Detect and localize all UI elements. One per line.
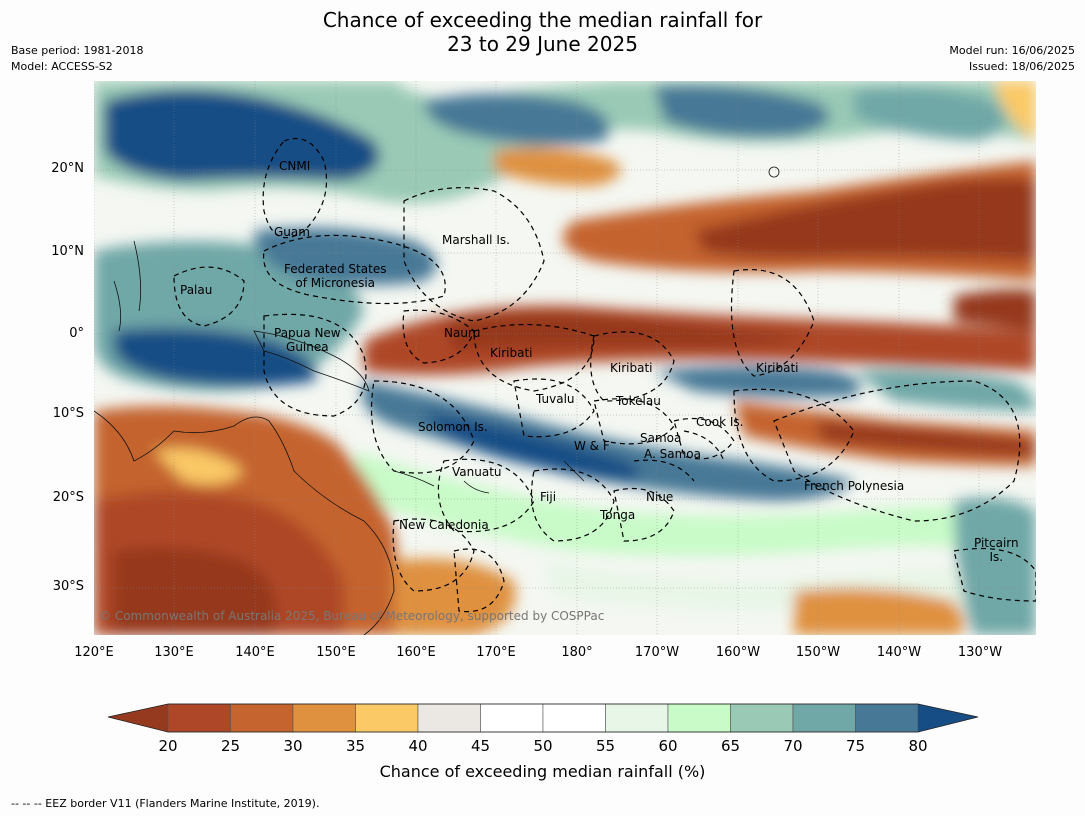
- colorbar-tick-label: 55: [595, 737, 616, 755]
- lat-tick-label: 20°N: [51, 161, 84, 176]
- map-title-line2: 23 to 29 June 2025: [447, 32, 638, 56]
- lat-tick-label: 0°: [69, 326, 84, 341]
- colorbar-tick-label: 50: [533, 737, 553, 755]
- colorbar-segment: [167, 703, 231, 733]
- region-label: Papua New Guinea: [274, 326, 341, 354]
- region-label: Kiribati: [756, 361, 799, 375]
- lon-tick-label: 150°W: [795, 645, 841, 660]
- region-label: Fiji: [540, 490, 557, 504]
- colorbar-segment: [855, 703, 919, 733]
- colorbar-tick-label: 35: [345, 737, 366, 755]
- region-label: Cook Is.: [696, 415, 744, 429]
- region-label: W & F: [574, 439, 610, 453]
- colorbar-tick-label: 65: [720, 737, 741, 755]
- colorbar-under-arrow: [108, 704, 168, 732]
- region-label: A. Samoa: [644, 447, 701, 461]
- colorbar: [107, 703, 979, 733]
- region-label: French Polynesia: [804, 479, 905, 493]
- eez-borders: [173, 137, 1036, 613]
- lat-tick-label: 10°S: [52, 406, 84, 421]
- colorbar-label: Chance of exceeding median rainfall (%): [379, 762, 706, 781]
- lon-tick-label: 160°E: [396, 645, 436, 660]
- colorbar-segment: [730, 703, 794, 733]
- colorbar-tick-label: 30: [283, 737, 303, 755]
- lon-tick-label: 130°E: [154, 645, 194, 660]
- region-label: Marshall Is.: [442, 233, 510, 247]
- model-name: Model: ACCESS-S2: [11, 60, 113, 73]
- region-label: CNMI: [279, 159, 311, 173]
- region-label: New Caledonia: [399, 518, 489, 532]
- region-label: Solomon Is.: [418, 420, 488, 434]
- colorbar-tick-label: 20: [158, 737, 178, 755]
- region-label: Pitcairn Is.: [974, 536, 1019, 564]
- colorbar-segment: [355, 703, 419, 733]
- lat-tick-label: 20°S: [52, 490, 84, 505]
- graticule: [94, 81, 1036, 635]
- colorbar-tick-label: 45: [470, 737, 491, 755]
- colorbar-tick-label: 75: [845, 737, 866, 755]
- model-run: Model run: 16/06/2025: [949, 44, 1075, 57]
- lat-tick-label: 10°N: [51, 244, 84, 259]
- issued-date: Issued: 18/06/2025: [968, 60, 1075, 73]
- lon-tick-label: 160°W: [715, 645, 761, 660]
- lon-tick-label: 130°W: [957, 645, 1003, 660]
- eez-footnote: -- -- -- EEZ border V11 (Flanders Marine…: [11, 797, 320, 810]
- lon-tick-label: 170°W: [634, 645, 680, 660]
- colorbar-segment: [792, 703, 856, 733]
- region-label: Guam: [274, 225, 310, 239]
- region-label: Federated States of Micronesia: [284, 262, 387, 290]
- colorbar-outline: [107, 703, 979, 733]
- region-label: Samoa: [640, 431, 682, 445]
- map-title-line1: Chance of exceeding the median rainfall …: [322, 8, 763, 32]
- lon-tick-label: 140°E: [235, 645, 275, 660]
- colorbar-over-arrow: [918, 704, 978, 732]
- colorbar-segment: [292, 703, 356, 733]
- colorbar-tick-label: 60: [658, 737, 678, 755]
- colorbar-tick-label: 80: [908, 737, 928, 755]
- base-period: Base period: 1981-2018: [11, 44, 144, 57]
- copyright-notice: © Commonwealth of Australia 2025, Bureau…: [99, 609, 605, 623]
- colorbar-segment: [230, 703, 294, 733]
- lon-tick-label: 150°E: [316, 645, 356, 660]
- colorbar-segment: [605, 703, 669, 733]
- lon-tick-label: 120°E: [74, 645, 114, 660]
- lat-tick-label: 30°S: [52, 579, 84, 594]
- colorbar-tick-label: 40: [408, 737, 428, 755]
- colorbar-tick-label: 25: [220, 737, 241, 755]
- colorbar-segment: [417, 703, 481, 733]
- region-label: Tonga: [600, 508, 636, 522]
- region-label: Nauru: [444, 326, 481, 340]
- lon-tick-label: 180°: [561, 645, 593, 660]
- lon-tick-label: 170°E: [476, 645, 516, 660]
- region-label: Tokelau: [616, 394, 661, 408]
- colorbar-segment: [480, 703, 544, 733]
- rainfall-map: CNMI Guam Marshall Is. Federated States of …: [94, 81, 1036, 635]
- colorbar-tick-label: 70: [783, 737, 803, 755]
- map-canvas: [94, 81, 1036, 635]
- region-label: Niue: [646, 490, 674, 504]
- region-label: Vanuatu: [452, 465, 502, 479]
- region-label: Tuvalu: [536, 392, 575, 406]
- colorbar-segment: [667, 703, 731, 733]
- rainfall-field: [94, 81, 1036, 635]
- region-label: Palau: [180, 283, 213, 297]
- region-label: Kiribati: [490, 346, 533, 360]
- region-label: Kiribati: [610, 361, 653, 375]
- lon-tick-label: 140°W: [876, 645, 922, 660]
- colorbar-segment: [542, 703, 606, 733]
